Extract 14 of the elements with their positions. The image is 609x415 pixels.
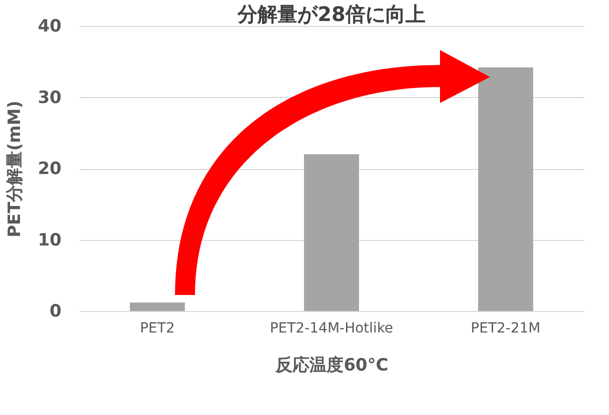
bar xyxy=(130,302,185,311)
y-tick-label: 30 xyxy=(38,88,62,108)
y-tick-label: 20 xyxy=(38,159,62,179)
x-tick-label: PET2 xyxy=(140,320,175,336)
chart-title: 分解量が28倍に向上 xyxy=(236,2,426,26)
x-tick-label: PET2-21M xyxy=(470,320,540,336)
bar xyxy=(478,67,534,311)
x-axis-title: 反応温度60°C xyxy=(274,356,388,376)
y-tick-label: 0 xyxy=(50,302,62,322)
y-tick-label: 40 xyxy=(38,16,62,36)
bar xyxy=(304,154,359,311)
x-tick-label: PET2-14M-Hotlike xyxy=(270,320,394,336)
y-tick-label: 10 xyxy=(38,230,62,250)
y-axis-title: PET分解量(mM) xyxy=(4,100,25,238)
